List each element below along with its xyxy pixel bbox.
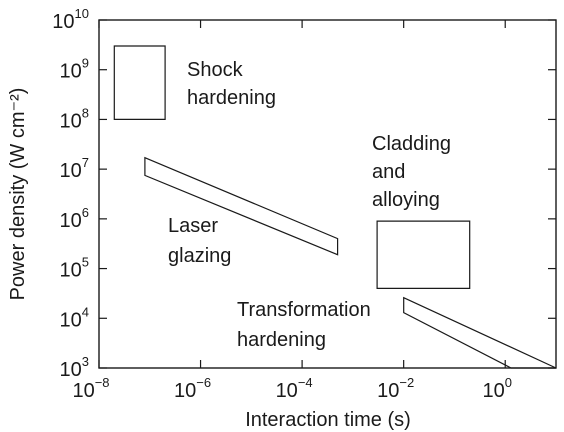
- region-shock-hardening: [113, 45, 166, 121]
- region-transformation-hardening: [403, 296, 557, 369]
- x-tick-label: 10−4: [276, 375, 313, 402]
- plot-frame: [98, 19, 557, 369]
- region-labels: Shock hardening Laser glazing Cladding and all…: [168, 59, 451, 351]
- x-tick-label: 100: [482, 375, 511, 402]
- y-axis-title: Power density (W cm⁻²): [7, 88, 29, 301]
- x-tick-label: 10−6: [174, 375, 211, 402]
- y-tick-label: 106: [60, 205, 89, 232]
- y-tick-label: 1010: [52, 6, 89, 33]
- region-laser-glazing: [144, 156, 339, 256]
- y-tick-label: 104: [60, 304, 89, 331]
- y-tick-label: 109: [60, 56, 89, 83]
- y-tick-label: 107: [60, 155, 89, 182]
- region-shock-hardening-label: Shock hardening: [187, 59, 276, 109]
- y-axis: 103 104 105 106 107 108 109 1010: [52, 6, 556, 381]
- y-tick-label: 105: [60, 255, 89, 282]
- x-axis-title: Interaction time (s): [245, 409, 411, 431]
- region-cladding-alloying: [376, 220, 471, 289]
- region-laser-glazing-label: Laser glazing: [168, 215, 231, 267]
- y-tick-label: 108: [60, 105, 89, 132]
- x-tick-label: 10−2: [377, 375, 414, 402]
- x-axis: 10−8 10−6 10−4 10−2 100: [72, 20, 512, 402]
- region-transformation-hardening-label: Transformation hardening: [237, 299, 371, 351]
- region-cladding-alloying-label: Cladding and alloying: [372, 133, 451, 211]
- x-tick-label: 10−8: [72, 375, 109, 402]
- y-tick-label: 103: [60, 354, 89, 381]
